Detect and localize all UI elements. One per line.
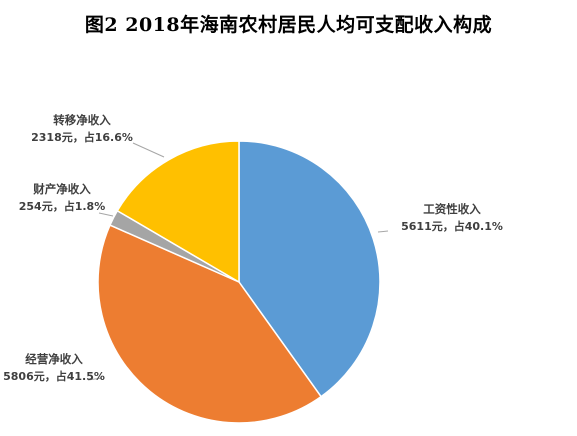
leader-line-2 xyxy=(98,212,114,217)
slice-label-name-0: 工资性收入 xyxy=(423,202,481,216)
leader-line-0 xyxy=(377,230,389,233)
leader-line-3 xyxy=(132,142,165,158)
pie-slice-0 xyxy=(238,140,381,398)
pie-slice-1 xyxy=(97,224,323,424)
slice-label-name-1: 经营净收入 xyxy=(25,352,83,366)
slice-label-value-0: 5611元，占40.1% xyxy=(401,219,503,233)
slice-label-value-2: 254元，占1.8% xyxy=(19,199,105,213)
pie-slice-3 xyxy=(116,140,240,284)
chart-title: 图2 2018年海南农村居民人均可支配收入构成 xyxy=(84,14,493,36)
slice-label-value-1: 5806元，占41.5% xyxy=(3,369,105,383)
slice-label-name-2: 财产净收入 xyxy=(32,182,91,196)
slice-label-value-3: 2318元，占16.6% xyxy=(31,130,133,144)
slice-label-name-3: 转移净收入 xyxy=(53,113,111,127)
leader-line-1 xyxy=(87,377,103,381)
